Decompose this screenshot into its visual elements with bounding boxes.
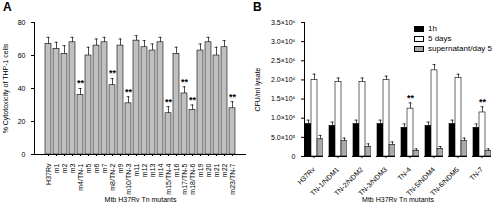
svg-text:2.0×10⁶: 2.0×10⁶ [271, 76, 296, 83]
svg-text:Mtb H37Rv Tn mutants: Mtb H37Rv Tn mutants [362, 196, 434, 203]
svg-text:40: 40 [18, 85, 26, 92]
svg-text:0: 0 [22, 151, 26, 158]
svg-text:TN-1/NDM1: TN-1/NDM1 [308, 165, 341, 197]
svg-text:TN-5/NDM4: TN-5/NDM4 [404, 165, 437, 197]
svg-text:m21: m21 [213, 163, 220, 177]
svg-text:80: 80 [18, 19, 26, 26]
svg-text:m9: m9 [117, 163, 124, 173]
svg-text:m12: m12 [141, 163, 148, 177]
svg-text:CFU/ml lysate: CFU/ml lysate [254, 67, 262, 111]
svg-text:**: ** [181, 77, 189, 87]
html-text:A: A [3, 0, 12, 14]
svg-text:**: ** [109, 68, 117, 78]
svg-text:m1: m1 [53, 163, 60, 173]
html-text:1h: 1h [428, 24, 437, 33]
svg-text:m18/TN-6: m18/TN-6 [189, 163, 196, 194]
svg-text:H37Rv: H37Rv [45, 163, 52, 185]
svg-text:1.5×10⁶: 1.5×10⁶ [271, 95, 296, 102]
svg-text:**: ** [165, 97, 173, 107]
svg-text:m20: m20 [205, 163, 212, 177]
svg-text:3.5×10⁶: 3.5×10⁶ [271, 19, 296, 26]
svg-text:m16: m16 [173, 163, 180, 177]
svg-text:m22: m22 [221, 163, 228, 177]
svg-text:m19: m19 [197, 163, 204, 177]
svg-text:H37Rv: H37Rv [296, 165, 316, 185]
svg-text:**: ** [229, 92, 237, 102]
svg-text:TN-6/NDM5: TN-6/NDM5 [429, 166, 460, 197]
svg-text:m14: m14 [157, 163, 164, 177]
svg-text:m2: m2 [61, 163, 68, 173]
svg-text:**: ** [125, 87, 133, 97]
svg-text:m15/TN-4: m15/TN-4 [165, 163, 172, 194]
svg-text:m7: m7 [101, 163, 108, 173]
svg-text:TN-3/NDM3: TN-3/NDM3 [357, 166, 388, 197]
svg-text:m6: m6 [93, 163, 100, 173]
html-text:B: B [253, 0, 262, 14]
html-text:5 days: 5 days [428, 34, 452, 43]
svg-text:Mtb H37Rv Tn mutants: Mtb H37Rv Tn mutants [105, 196, 177, 203]
svg-text:m13: m13 [149, 163, 156, 177]
svg-text:m8/TN-2: m8/TN-2 [109, 163, 116, 190]
svg-text:**: ** [77, 78, 85, 88]
svg-text:1.0×10⁶: 1.0×10⁶ [271, 114, 296, 121]
svg-text:20: 20 [18, 118, 26, 125]
svg-text:TN-4: TN-4 [396, 166, 412, 182]
svg-text:m17/TN-5: m17/TN-5 [181, 163, 188, 194]
html-text:supernatant/day 5: supernatant/day 5 [428, 44, 492, 53]
svg-text:0: 0 [292, 153, 296, 160]
svg-text:3.0×10⁶: 3.0×10⁶ [271, 38, 296, 45]
svg-text:**: ** [479, 97, 487, 107]
svg-text:60: 60 [18, 52, 26, 59]
svg-text:**: ** [189, 95, 197, 105]
svg-text:m5: m5 [85, 163, 92, 173]
svg-text:TN-2/NDM2: TN-2/NDM2 [332, 165, 365, 197]
svg-text:m11: m11 [133, 163, 140, 176]
svg-text:5.0×10⁵: 5.0×10⁵ [271, 134, 296, 141]
svg-text:% Cytotoxicity of THP-1 cells: % Cytotoxicity of THP-1 cells [2, 43, 10, 133]
svg-text:TN-7: TN-7 [468, 166, 484, 182]
svg-text:2.5×10⁶: 2.5×10⁶ [271, 57, 296, 64]
svg-text:m4/TN-1: m4/TN-1 [77, 163, 84, 190]
svg-text:**: ** [407, 93, 415, 103]
svg-text:m10/TN-3: m10/TN-3 [125, 163, 132, 194]
svg-text:m23/TN-7: m23/TN-7 [229, 163, 236, 194]
svg-text:m3: m3 [69, 163, 76, 173]
